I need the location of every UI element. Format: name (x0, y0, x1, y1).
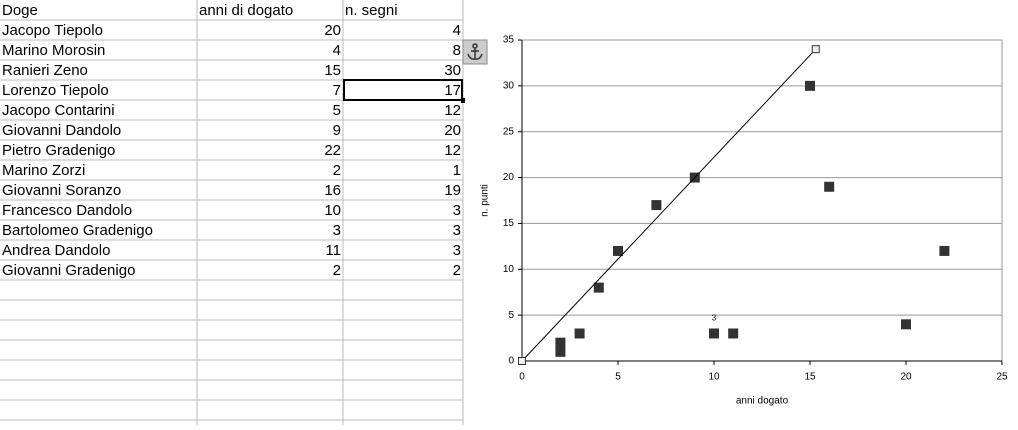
y-tick-label: 10 (503, 264, 515, 275)
fill-handle (461, 98, 466, 103)
line-marker (518, 357, 526, 365)
scatter-point (805, 80, 815, 91)
number-cell: 30 (444, 62, 461, 79)
name-cell: Giovanni Dandolo (2, 122, 121, 139)
number-cell: 4 (453, 22, 461, 39)
scatter-point (574, 328, 585, 339)
number-cell: 2 (453, 262, 461, 279)
column-header: n. segni (345, 2, 398, 19)
x-tick-label: 25 (996, 372, 1008, 383)
name-cell: Pietro Gradenigo (2, 142, 115, 159)
sheet: Doge anni di dogato n. segni Jacopo Tiepolo… (0, 0, 466, 425)
number-cell: 8 (453, 42, 461, 59)
y-tick-label: 30 (503, 80, 515, 91)
data-label: 3 (712, 314, 717, 323)
number-cell: 20 (444, 122, 461, 139)
scatter-point (901, 319, 911, 330)
scatter-point (939, 245, 950, 256)
name-cell: Francesco Dandolo (2, 202, 132, 219)
number-cell: 12 (444, 102, 461, 119)
x-tick-label: 15 (804, 372, 816, 383)
scatter-point (651, 200, 662, 211)
x-tick-label: 0 (519, 372, 525, 383)
number-cell: 17 (444, 82, 461, 99)
trend-line (521, 48, 817, 362)
number-cell: 9 (333, 122, 341, 139)
name-cell: Marino Morosin (2, 42, 105, 59)
name-cell: Giovanni Soranzo (2, 182, 121, 199)
number-cell: 15 (324, 62, 341, 79)
number-cell: 20 (324, 22, 341, 39)
x-axis-title: anni dogato (736, 396, 789, 407)
number-cell: 7 (333, 82, 341, 99)
number-cell: 3 (453, 242, 461, 259)
line-marker (811, 45, 820, 54)
y-tick-label: 25 (503, 126, 515, 137)
number-cell: 10 (324, 202, 341, 219)
number-cell: 12 (444, 142, 461, 159)
y-axis-title: n. punti (480, 184, 491, 217)
selected-cell (343, 79, 463, 101)
x-tick-label: 10 (708, 372, 720, 383)
name-cell: Giovanni Gradenigo (2, 262, 135, 279)
number-cell: 16 (324, 182, 341, 199)
scatter-point (555, 346, 566, 357)
x-tick-label: 20 (900, 372, 912, 383)
column-header: Doge (2, 2, 38, 19)
name-cell: Andrea Dandolo (2, 242, 110, 259)
number-cell: 4 (333, 42, 341, 59)
scatter-point (593, 282, 604, 293)
x-tick-label: 5 (615, 372, 621, 383)
number-cell: 2 (333, 162, 341, 179)
column-header: anni di dogato (199, 2, 293, 19)
name-cell: Marino Zorzi (2, 162, 85, 179)
number-cell: 1 (453, 162, 461, 179)
name-cell: Bartolomeo Gradenigo (2, 222, 153, 239)
anchor-icon[interactable] (462, 39, 488, 65)
number-cell: 5 (333, 102, 341, 119)
scatter-point (555, 337, 566, 348)
number-cell: 19 (444, 182, 461, 199)
y-tick-label: 0 (508, 356, 514, 367)
scatter-point (824, 181, 835, 192)
name-cell: Jacopo Contarini (2, 102, 115, 119)
y-tick-label: 15 (503, 218, 515, 229)
y-tick-label: 35 (503, 35, 515, 46)
number-cell: 3 (453, 202, 461, 219)
number-cell: 22 (324, 142, 341, 159)
scatter-point (728, 328, 739, 339)
y-tick-label: 20 (503, 172, 515, 183)
name-cell: Lorenzo Tiepolo (2, 82, 109, 99)
number-cell: 3 (333, 222, 341, 239)
y-tick-label: 5 (508, 310, 514, 321)
scatter-point (613, 245, 623, 256)
chart[interactable]: 0 5 10 15 20 25 30 35 0 5 10 15 20 25 anni dogato n. pu… (480, 35, 1008, 407)
scatter-point (709, 328, 719, 339)
number-cell: 11 (325, 242, 341, 259)
name-cell: Jacopo Tiepolo (2, 22, 103, 39)
number-cell: 3 (453, 222, 461, 239)
number-cell: 2 (333, 262, 341, 279)
name-cell: Ranieri Zeno (2, 62, 88, 79)
